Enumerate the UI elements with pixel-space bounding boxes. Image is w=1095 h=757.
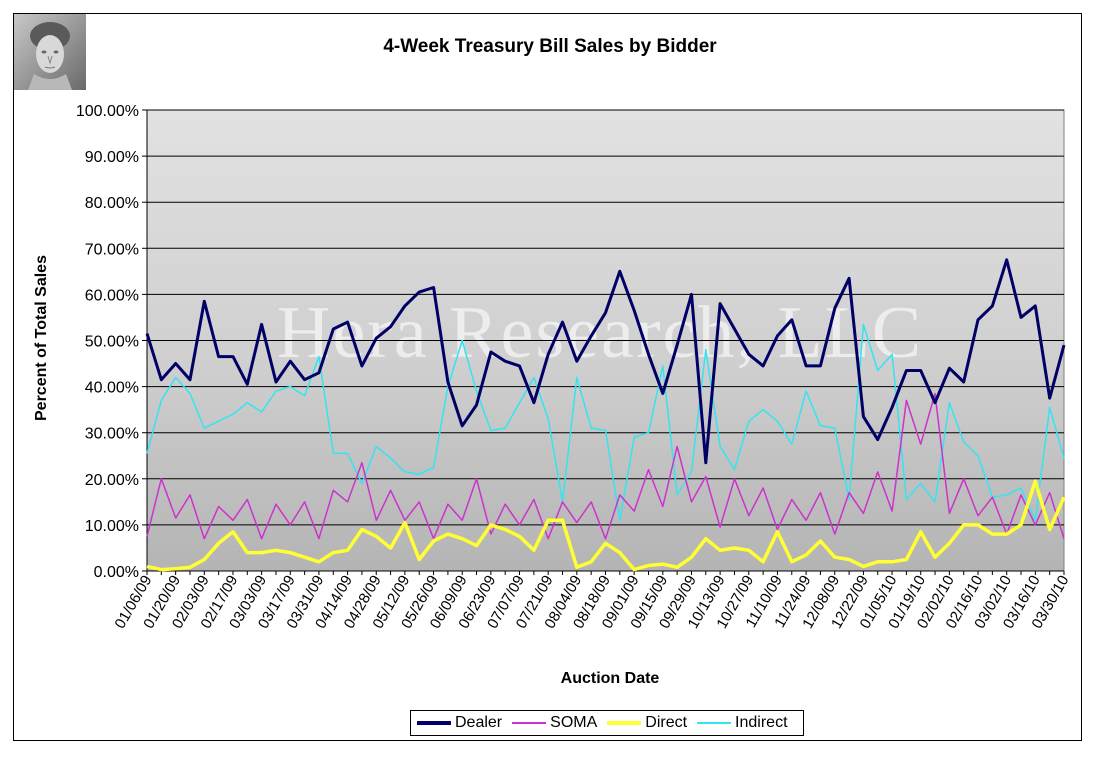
y-tick-label: 10.00% [85, 518, 139, 535]
y-axis-label: Percent of Total Sales [33, 255, 50, 421]
y-tick-label: 20.00% [85, 472, 139, 489]
series-line-dealer [145, 258, 1066, 465]
legend-item-indirect: Indirect [697, 714, 788, 732]
legend-swatch [697, 722, 732, 724]
y-tick-label: 60.00% [85, 287, 139, 304]
legend-label: Dealer [455, 714, 503, 731]
y-tick-label: 100.00% [76, 103, 139, 120]
y-tick-label: 70.00% [85, 241, 139, 258]
series-line-direct [146, 479, 1066, 572]
chart-title: 4-Week Treasury Bill Sales by Bidder [383, 36, 717, 57]
legend-swatch [607, 721, 642, 725]
statue-logo-icon [14, 14, 86, 90]
y-tick-label: 0.00% [94, 564, 139, 581]
y-tick-label: 90.00% [85, 149, 139, 166]
legend-item-dealer: Dealer [417, 714, 502, 732]
series-line-soma [146, 392, 1065, 540]
legend-swatch [512, 722, 547, 724]
y-tick-label: 40.00% [85, 380, 139, 397]
series-line-indirect [146, 323, 1065, 522]
y-tick-label: 80.00% [85, 195, 139, 212]
legend-label: SOMA [550, 714, 598, 731]
x-axis-label: Auction Date [560, 670, 660, 687]
legend-item-direct: Direct [607, 714, 687, 732]
legend-item-soma: SOMA [512, 714, 597, 732]
legend-label: Direct [645, 714, 688, 731]
y-tick-label: 30.00% [85, 426, 139, 443]
chart-legend: Dealer SOMA Direct Indirect [410, 710, 804, 736]
y-tick-label: 50.00% [85, 334, 139, 351]
legend-swatch [417, 721, 451, 725]
watermark-text: Hera Research, LLC [277, 292, 923, 374]
legend-label: Indirect [735, 714, 788, 731]
